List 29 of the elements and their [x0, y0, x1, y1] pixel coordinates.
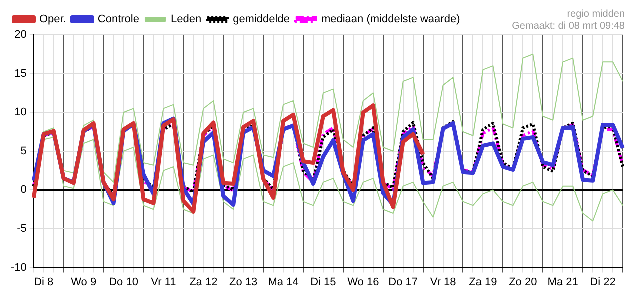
x-tick-label: Do 10 [109, 276, 138, 288]
x-tick-label: Di 22 [590, 276, 616, 288]
legend-label: Controle [98, 14, 140, 26]
x-tick-label: Di 15 [310, 276, 336, 288]
y-tick-label: 5 [20, 145, 27, 158]
x-tick-label: Za 19 [469, 276, 498, 288]
y-tick-label: -5 [17, 223, 27, 236]
x-tick-label: Do 17 [388, 276, 418, 288]
y-tick-label: -10 [10, 262, 27, 274]
legend-label: Leden [170, 14, 202, 26]
x-tick-label: Wo 9 [71, 276, 97, 288]
x-tick-label: Vr 18 [430, 276, 456, 288]
text: Gemaakt: di 08 mrt 09:48 [512, 20, 626, 32]
x-tick-label: Wo 16 [348, 276, 380, 288]
legend-label: gemiddelde [233, 14, 290, 26]
legend-label: Oper. [40, 14, 66, 26]
y-tick-label: 20 [14, 29, 27, 42]
x-tick-label: Ma 14 [268, 276, 299, 288]
y-tick-label: 15 [14, 68, 27, 80]
x-tick-label: Vr 11 [151, 276, 176, 288]
x-tick-label: Za 12 [190, 276, 218, 288]
legend-label: mediaan (middelste waarde) [321, 14, 460, 26]
x-tick-label: Zo 13 [230, 276, 258, 288]
y-tick-label: 10 [14, 106, 27, 119]
x-tick-label: Ma 21 [548, 276, 578, 288]
text: regio midden [567, 8, 625, 20]
x-tick-label: Zo 20 [509, 276, 538, 288]
y-tick-label: 0 [20, 184, 27, 196]
x-tick-label: Di 8 [34, 276, 54, 288]
